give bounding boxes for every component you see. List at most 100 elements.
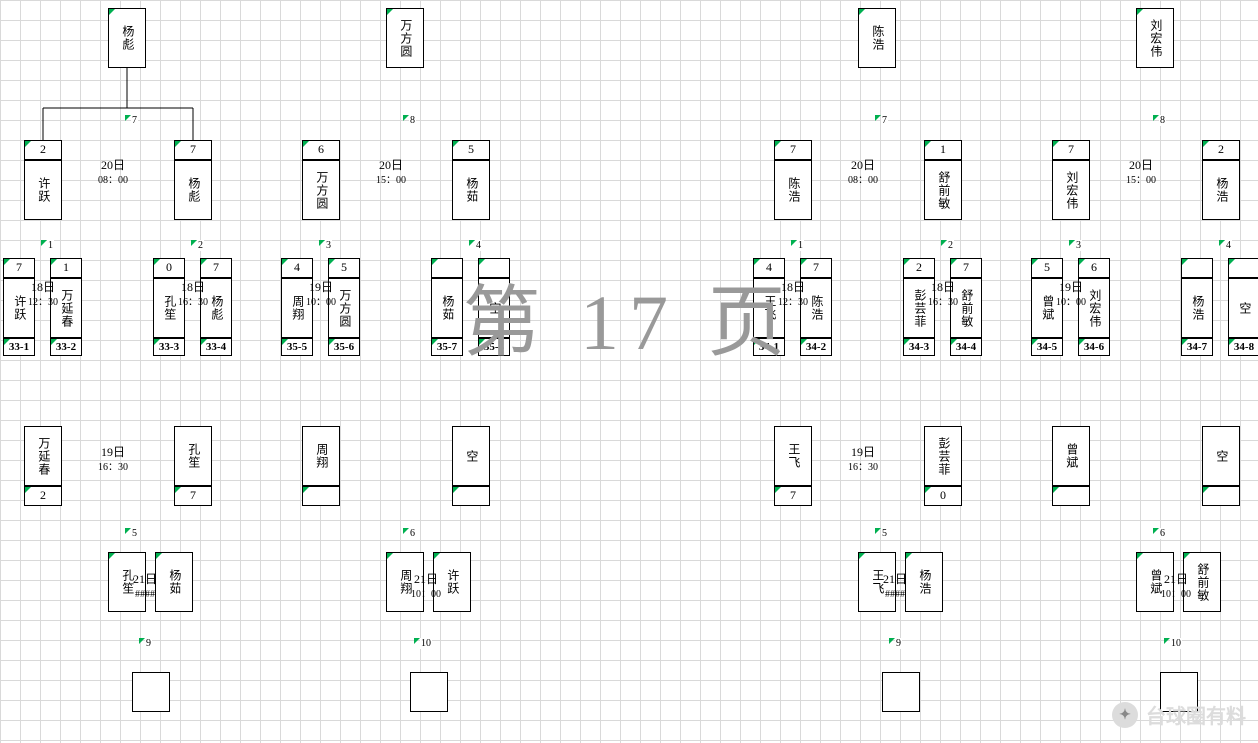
leaf-score: 7 bbox=[3, 258, 35, 278]
mid-score: 7 bbox=[1052, 140, 1090, 160]
mid-score: 6 bbox=[302, 140, 340, 160]
mid-score: 1 bbox=[924, 140, 962, 160]
connector-lines bbox=[0, 0, 300, 150]
mid-score: 2 bbox=[24, 140, 62, 160]
leaf-name: 杨浩 bbox=[1181, 278, 1213, 338]
match-number: 4 bbox=[1225, 240, 1232, 251]
leaf-ref: 34-5 bbox=[1031, 338, 1063, 356]
mid-name: 刘宏伟 bbox=[1052, 160, 1090, 220]
match-number: 2 bbox=[197, 240, 204, 251]
match-number: 9 bbox=[145, 638, 152, 649]
match-number: 9 bbox=[895, 638, 902, 649]
root-name: 杨彪 bbox=[108, 8, 146, 68]
lb-score: 2 bbox=[24, 486, 62, 506]
leaf-ref: 34-4 bbox=[950, 338, 982, 356]
leaf-score bbox=[1228, 258, 1258, 278]
match-number: 3 bbox=[325, 240, 332, 251]
match-datetime: 19日10：00 bbox=[1056, 280, 1086, 309]
leaf-score: 7 bbox=[200, 258, 232, 278]
match-number: 4 bbox=[475, 240, 482, 251]
lb-score: 7 bbox=[774, 486, 812, 506]
mid-name: 陈浩 bbox=[774, 160, 812, 220]
leaf-ref: 33-1 bbox=[3, 338, 35, 356]
leaf-ref: 34-1 bbox=[753, 338, 785, 356]
leaf-score bbox=[431, 258, 463, 278]
bot-name: 杨浩 bbox=[905, 552, 943, 612]
leaf-score: 7 bbox=[800, 258, 832, 278]
leaf-ref: 35-5 bbox=[281, 338, 313, 356]
root-name: 万方圆 bbox=[386, 8, 424, 68]
leaf-score: 7 bbox=[950, 258, 982, 278]
leaf-score bbox=[1181, 258, 1213, 278]
leaf-score: 5 bbox=[1031, 258, 1063, 278]
mid-score: 2 bbox=[1202, 140, 1240, 160]
match-number: 3 bbox=[1075, 240, 1082, 251]
match-datetime: 19日16：30 bbox=[98, 445, 128, 474]
leaf-ref: 34-2 bbox=[800, 338, 832, 356]
leaf-score: 5 bbox=[328, 258, 360, 278]
leaf-ref: 34-3 bbox=[903, 338, 935, 356]
lb-name: 王飞 bbox=[774, 426, 812, 486]
final-slot bbox=[132, 672, 170, 712]
leaf-score: 6 bbox=[1078, 258, 1110, 278]
match-datetime: 18日12：30 bbox=[778, 280, 808, 309]
match-datetime: 18日12：30 bbox=[28, 280, 58, 309]
final-slot bbox=[882, 672, 920, 712]
lb-score: 0 bbox=[924, 486, 962, 506]
match-datetime: 20日08：00 bbox=[98, 158, 128, 187]
match-datetime: 20日08：00 bbox=[848, 158, 878, 187]
lb-name: 周翔 bbox=[302, 426, 340, 486]
leaf-name: 杨茹 bbox=[431, 278, 463, 338]
match-number: 2 bbox=[947, 240, 954, 251]
match-datetime: 20日15：00 bbox=[1126, 158, 1156, 187]
match-datetime: 21日10：00 bbox=[1161, 572, 1191, 601]
match-datetime: 20日15：00 bbox=[376, 158, 406, 187]
match-number: 7 bbox=[131, 115, 138, 126]
match-datetime: 18日16：30 bbox=[928, 280, 958, 309]
leaf-score: 4 bbox=[281, 258, 313, 278]
match-datetime: 21日10：00 bbox=[411, 572, 441, 601]
lb-name: 万延春 bbox=[24, 426, 62, 486]
mid-score: 7 bbox=[774, 140, 812, 160]
mid-score: 7 bbox=[174, 140, 212, 160]
match-number: 1 bbox=[797, 240, 804, 251]
match-datetime: 21日#### bbox=[133, 572, 157, 601]
mid-name: 杨茹 bbox=[452, 160, 490, 220]
wechat-icon: ✦ bbox=[1112, 702, 1138, 728]
leaf-name: 空 bbox=[478, 278, 510, 338]
lb-score: 7 bbox=[174, 486, 212, 506]
match-datetime: 19日10：00 bbox=[306, 280, 336, 309]
leaf-ref: 35-7 bbox=[431, 338, 463, 356]
final-slot bbox=[410, 672, 448, 712]
bot-name: 杨茹 bbox=[155, 552, 193, 612]
match-number: 8 bbox=[1159, 115, 1166, 126]
leaf-score: 0 bbox=[153, 258, 185, 278]
match-datetime: 21日#### bbox=[883, 572, 907, 601]
match-number: 10 bbox=[420, 638, 432, 649]
match-number: 8 bbox=[409, 115, 416, 126]
leaf-score: 4 bbox=[753, 258, 785, 278]
match-datetime: 19日16：30 bbox=[848, 445, 878, 474]
mid-name: 许跃 bbox=[24, 160, 62, 220]
leaf-ref: 34-7 bbox=[1181, 338, 1213, 356]
mid-name: 舒前敏 bbox=[924, 160, 962, 220]
lb-name: 空 bbox=[1202, 426, 1240, 486]
match-number: 5 bbox=[131, 528, 138, 539]
match-number: 1 bbox=[47, 240, 54, 251]
leaf-ref: 34-8 bbox=[1228, 338, 1258, 356]
leaf-ref: 35-8 bbox=[478, 338, 510, 356]
match-datetime: 18日16：30 bbox=[178, 280, 208, 309]
mid-name: 万方圆 bbox=[302, 160, 340, 220]
match-number: 10 bbox=[1170, 638, 1182, 649]
lb-name: 孔笙 bbox=[174, 426, 212, 486]
lb-score bbox=[452, 486, 490, 506]
match-number: 5 bbox=[881, 528, 888, 539]
lb-score bbox=[1202, 486, 1240, 506]
match-number: 6 bbox=[1159, 528, 1166, 539]
leaf-score bbox=[478, 258, 510, 278]
leaf-name: 空 bbox=[1228, 278, 1258, 338]
leaf-ref: 33-4 bbox=[200, 338, 232, 356]
leaf-ref: 34-6 bbox=[1078, 338, 1110, 356]
leaf-ref: 33-2 bbox=[50, 338, 82, 356]
leaf-score: 1 bbox=[50, 258, 82, 278]
